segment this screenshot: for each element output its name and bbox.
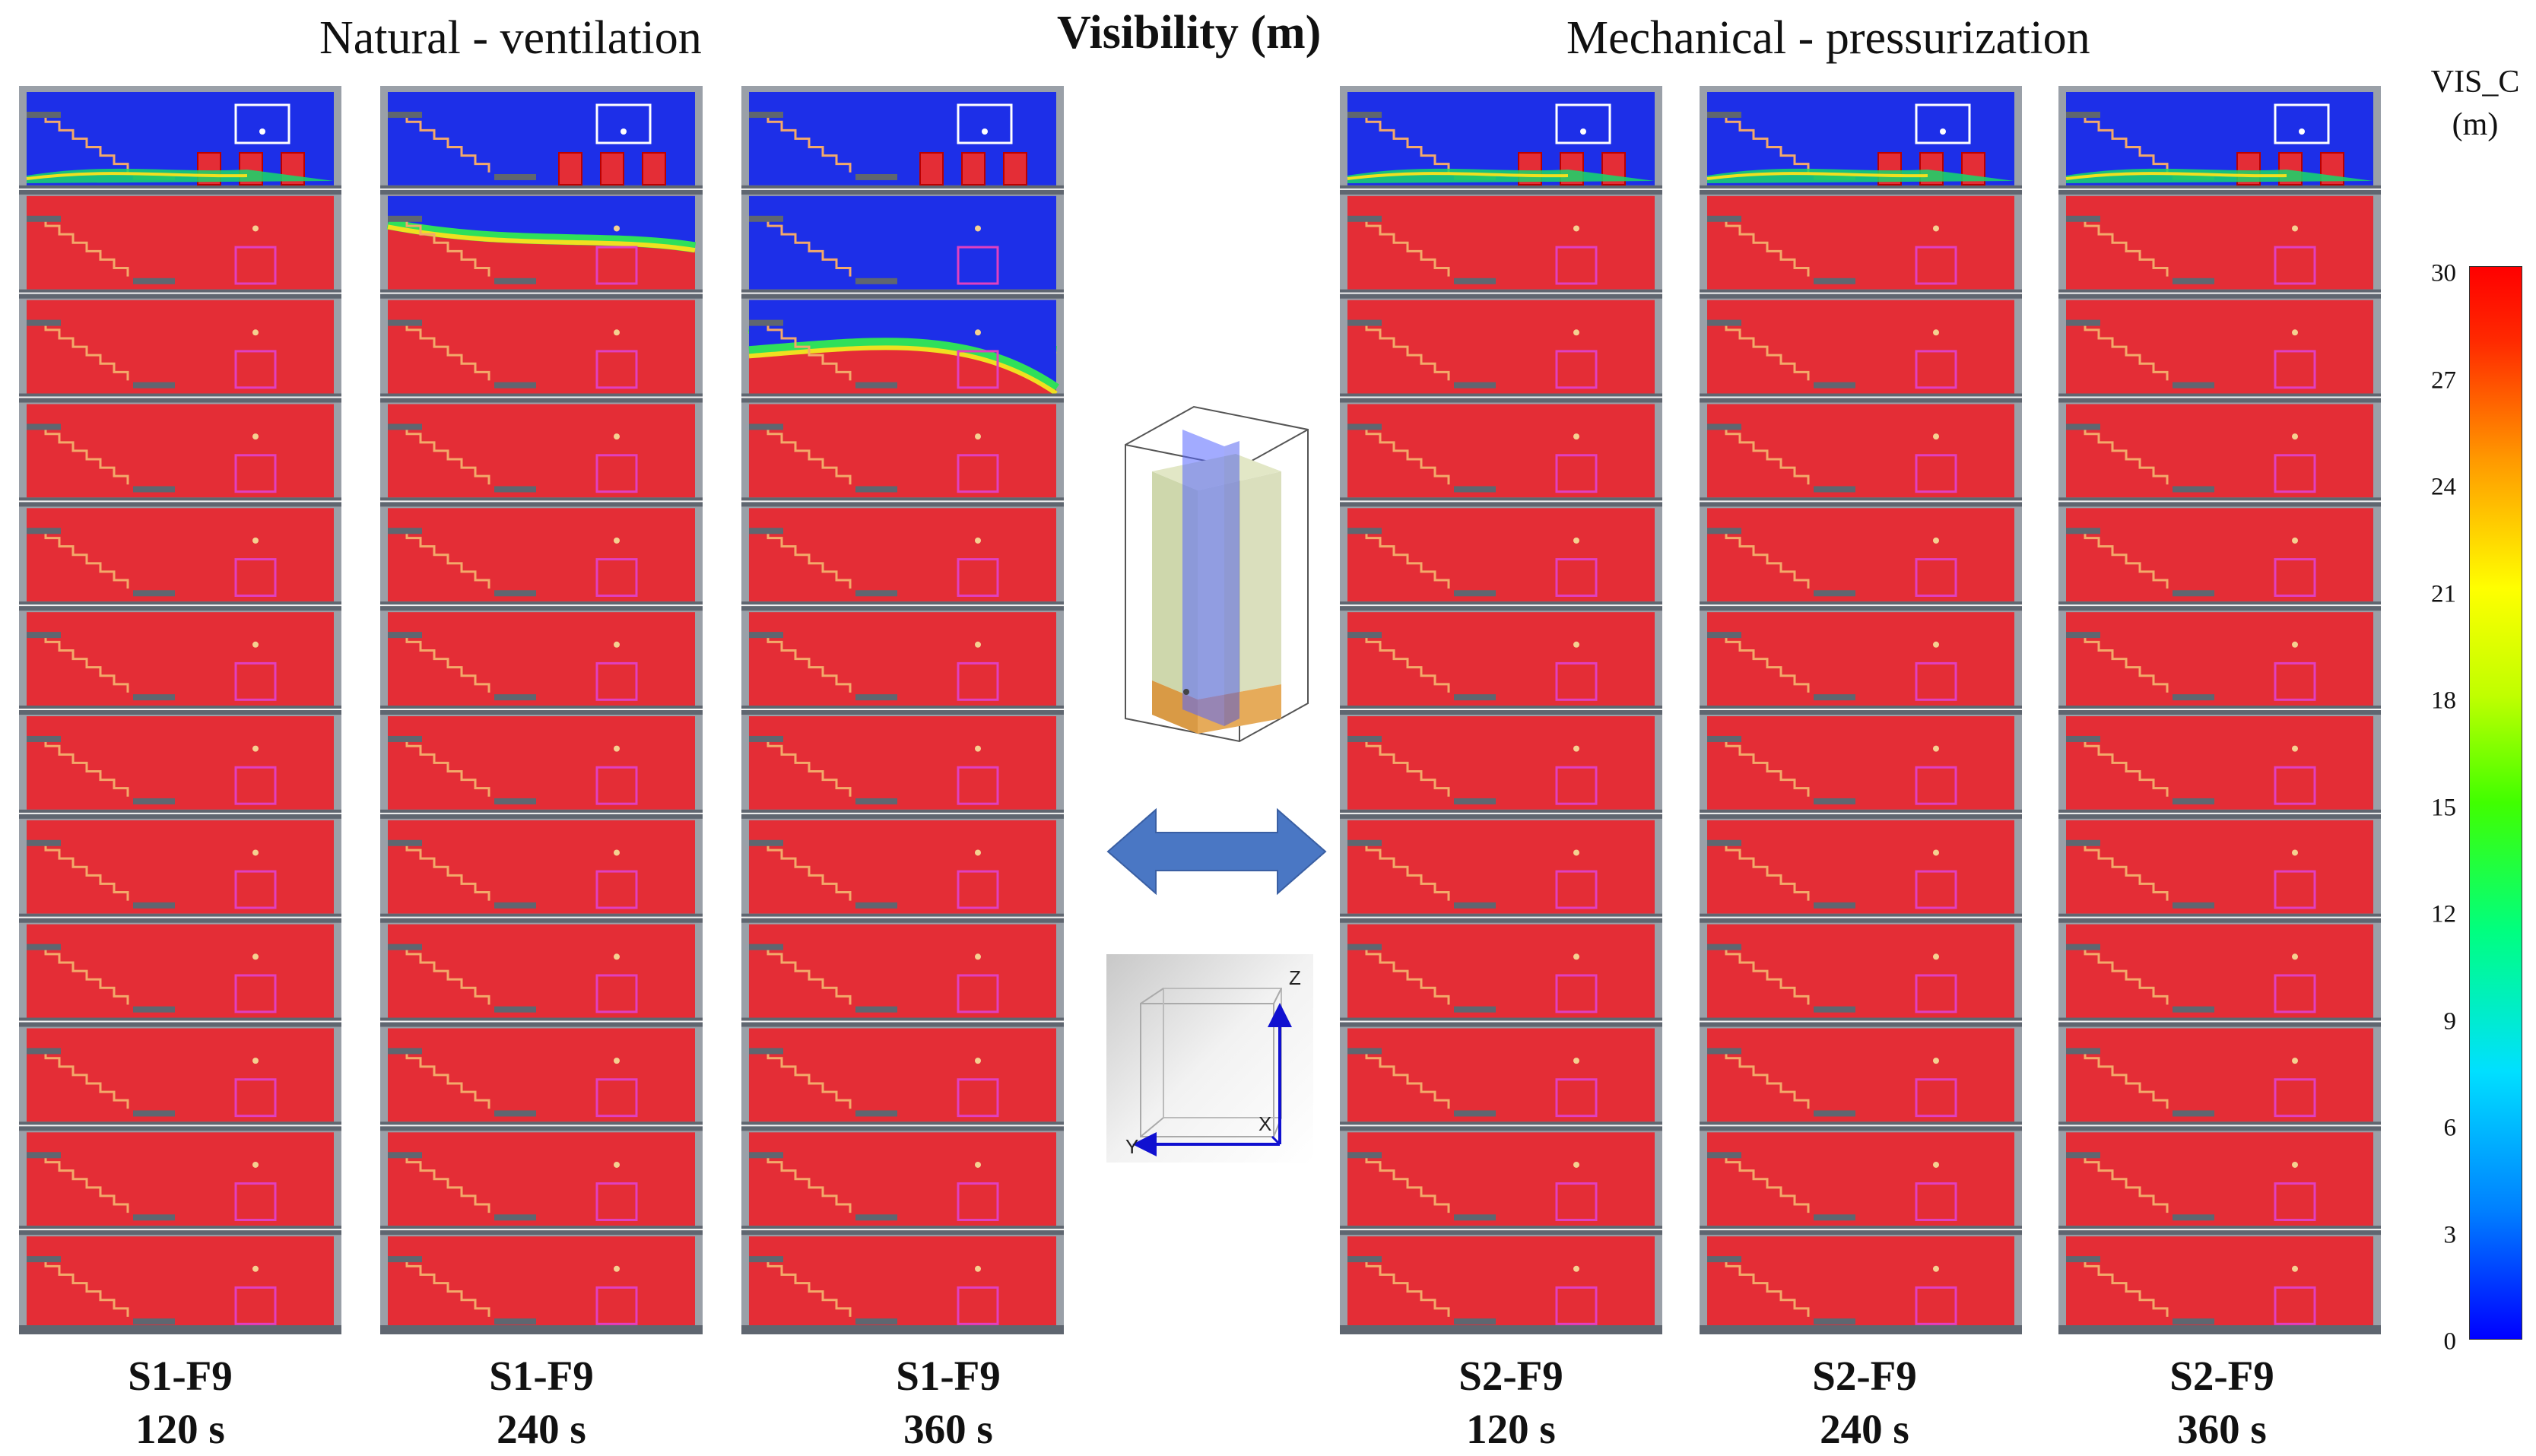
fire-source-block [1003,152,1027,186]
colorbar-title-var: VIS_C [2430,65,2520,100]
caption-time: 240 s [497,1406,586,1452]
colorbar-tick-label: 24 [2431,473,2456,501]
colorbar-tick-label: 6 [2443,1114,2457,1142]
x-axis-label: X [1258,1112,1271,1135]
colorbar-tick-label: 12 [2431,900,2456,928]
building-domain-3d-icon [1125,405,1309,743]
colorbar-tick-label: 15 [2431,794,2456,821]
colorbar-title-unit: (m) [2452,107,2499,142]
panel-drawing [1340,86,1662,1334]
panel-caption: S2-F9 240 s [1703,1350,2026,1456]
colorbar-tick-label: 21 [2431,580,2456,607]
panel-drawing [2058,86,2381,1334]
simulation-panel-s1-120 [19,86,341,1334]
colorbar-tick-label: 18 [2431,687,2456,715]
fire-source-block [558,152,582,186]
panel-caption: S1-F9 120 s [19,1350,341,1456]
colorbar-tick-label: 9 [2443,1007,2457,1035]
visibility-title: Visibility (m) [1057,7,1322,59]
simulation-panel-s2-360 [2058,86,2381,1334]
y-axis-label: Y [1125,1135,1138,1158]
fire-source-block [919,152,944,186]
caption-scenario: S1-F9 [489,1353,594,1399]
panel-caption: S1-F9 360 s [787,1350,1109,1456]
simulation-panel-s2-120 [1340,86,1662,1334]
mechanical-pressurization-title: Mechanical - pressurization [1566,12,2090,64]
caption-scenario: S2-F9 [1812,1353,1917,1399]
caption-time: 240 s [1820,1406,1909,1452]
colorbar-tick-label: 27 [2431,366,2456,394]
panel-drawing [1700,86,2022,1334]
fire-source-block [961,152,986,186]
panel-drawing [19,86,341,1334]
caption-scenario: S2-F9 [2169,1353,2274,1399]
colorbar-tick-label: 30 [2431,259,2456,287]
caption-time: 360 s [2177,1406,2267,1452]
panel-caption: S1-F9 240 s [380,1350,703,1456]
colorbar-tick-label: 0 [2443,1328,2457,1356]
caption-time: 360 s [903,1406,993,1452]
axes-triad-icon: Z X Y [1106,954,1313,1163]
caption-scenario: S1-F9 [896,1353,1001,1399]
fire-source-block [600,152,624,186]
double-arrow-icon [1106,807,1327,896]
simulation-panel-s1-360 [741,86,1064,1334]
simulation-panel-s2-240 [1700,86,2022,1334]
simulation-panel-s1-240 [380,86,703,1334]
z-axis-label: Z [1289,966,1301,989]
panel-drawing [380,86,703,1334]
panel-drawing [741,86,1064,1334]
caption-scenario: S1-F9 [128,1353,233,1399]
caption-time: 120 s [135,1406,225,1452]
panel-caption: S2-F9 360 s [2061,1350,2383,1456]
fire-source-block [642,152,666,186]
caption-scenario: S2-F9 [1458,1353,1563,1399]
colorbar [2469,266,2522,1340]
colorbar-title: VIS_C (m) [2418,61,2532,146]
colorbar-tick-label: 3 [2443,1221,2457,1248]
panel-caption: S2-F9 120 s [1350,1350,1672,1456]
natural-ventilation-title: Natural - ventilation [319,12,702,64]
caption-time: 120 s [1466,1406,1556,1452]
